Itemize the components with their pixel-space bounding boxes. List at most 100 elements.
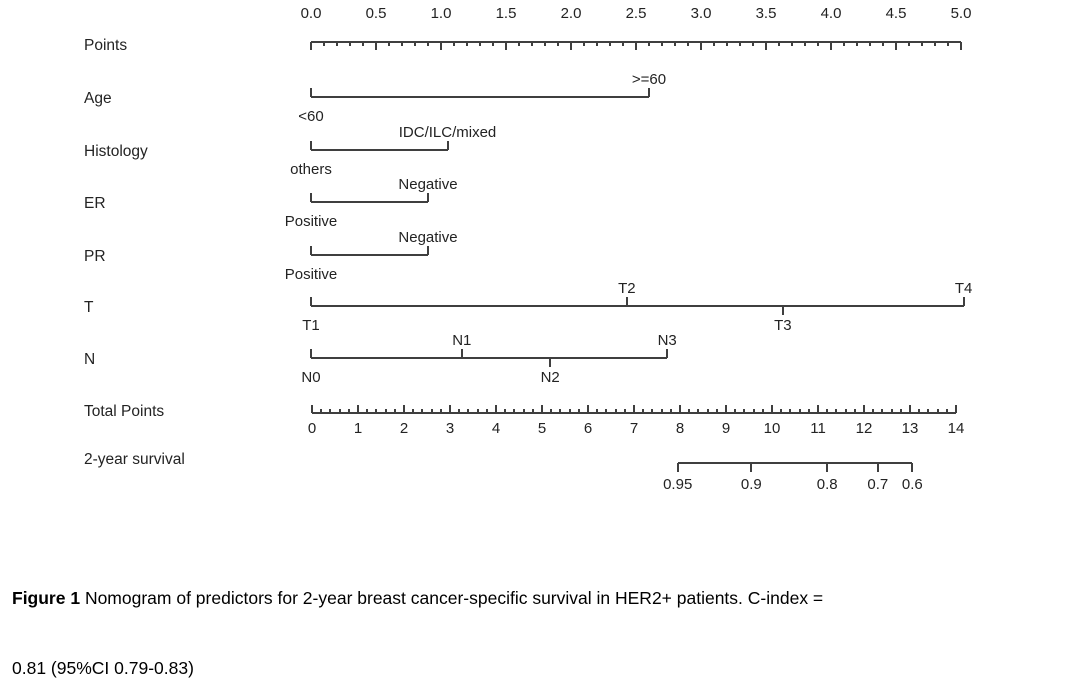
total-points-minor-tick-16: [458, 409, 461, 413]
total-points-major-tick-14: [955, 405, 957, 413]
points-axis-minor-tick-24: [622, 42, 624, 46]
points-axis-minor-tick-46: [908, 42, 910, 46]
points-axis-major-tick-2-0: [570, 42, 572, 50]
survival-tick-0-9: [750, 463, 753, 472]
points-axis-minor-tick-38: [804, 42, 806, 46]
row-label-points: Points: [84, 37, 128, 54]
points-axis-tick-label-3-0: 3.0: [690, 5, 712, 22]
row-label-er: ER: [84, 195, 106, 212]
points-axis-minor-tick-6: [388, 42, 390, 46]
total-points-tick-label-12: 12: [855, 420, 873, 437]
points-axis-minor-tick-26: [648, 42, 650, 46]
survival-tick-0-7: [876, 463, 879, 472]
points-axis-tick-label-2-0: 2.0: [560, 5, 582, 22]
points-axis-minor-tick-14: [492, 42, 494, 46]
pr-tick-positive: [310, 246, 312, 255]
total-points-minor-tick-22: [513, 409, 516, 413]
points-axis-tick-label-2-5: 2.5: [625, 5, 647, 22]
points-axis-tick-label-1-5: 1.5: [495, 5, 517, 22]
age-tick-label-60: <60: [298, 108, 324, 125]
total-points-minor-tick-67: [927, 409, 930, 413]
total-points-minor-tick-52: [789, 409, 792, 413]
total-points-minor-tick-69: [945, 409, 948, 413]
total-points-minor-tick-13: [430, 409, 433, 413]
total-points-major-tick-2: [403, 405, 405, 413]
t-tick-label-t2: T2: [618, 280, 636, 297]
total-points-axis-line: [312, 412, 956, 414]
total-points-tick-label-3: 3: [445, 420, 455, 437]
total-points-tick-label-1: 1: [353, 420, 363, 437]
histology-line: [311, 149, 448, 151]
pr-line: [311, 254, 428, 256]
points-axis-tick-label-5-0: 5.0: [950, 5, 972, 22]
total-points-minor-tick-11: [412, 409, 415, 413]
points-axis-tick-label-0-0: 0.0: [300, 5, 322, 22]
points-axis-tick-label-3-5: 3.5: [755, 5, 777, 22]
total-points-minor-tick-3: [338, 409, 341, 413]
total-points-minor-tick-61: [872, 409, 875, 413]
n-tick-label-n1: N1: [452, 332, 472, 349]
total-points-minor-tick-4: [347, 409, 350, 413]
total-points-major-tick-12: [863, 405, 865, 413]
total-points-major-tick-10: [771, 405, 773, 413]
points-axis-tick-label-4-5: 4.5: [885, 5, 907, 22]
caption-line-2: 0.81 (95%CI 0.79-0.83): [12, 658, 194, 678]
row-label-t: T: [84, 299, 94, 316]
row-label-2-year-survival: 2-year survival: [84, 451, 185, 468]
total-points-minor-tick-43: [706, 409, 709, 413]
total-points-minor-tick-46: [734, 409, 737, 413]
total-points-minor-tick-51: [780, 409, 783, 413]
total-points-minor-tick-63: [890, 409, 893, 413]
points-axis-minor-tick-2: [336, 42, 338, 46]
points-axis-minor-tick-21: [583, 42, 585, 46]
total-points-minor-tick-41: [688, 409, 691, 413]
survival-axis-line: [677, 462, 913, 464]
total-points-minor-tick-57: [835, 409, 838, 413]
points-axis-minor-tick-44: [882, 42, 884, 46]
er-tick-label-negative: Negative: [398, 176, 458, 193]
histology-tick-label-others: others: [290, 161, 332, 178]
points-axis-minor-tick-49: [947, 42, 949, 46]
total-points-minor-tick-33: [614, 409, 617, 413]
n-tick-n3: [666, 349, 669, 358]
points-axis-minor-tick-39: [817, 42, 819, 46]
figure-number-label: Figure 1: [12, 588, 81, 608]
total-points-major-tick-6: [587, 405, 589, 413]
points-axis-major-tick-4-5: [895, 42, 897, 50]
total-points-minor-tick-59: [853, 409, 856, 413]
points-axis-minor-tick-48: [934, 42, 936, 46]
total-points-minor-tick-66: [918, 409, 921, 413]
total-points-minor-tick-28: [568, 409, 571, 413]
total-points-major-tick-4: [495, 405, 497, 413]
total-points-minor-tick-44: [715, 409, 718, 413]
total-points-minor-tick-56: [826, 409, 829, 413]
total-points-major-tick-8: [679, 405, 681, 413]
points-axis-major-tick-1-0: [440, 42, 442, 50]
total-points-tick-label-11: 11: [810, 420, 826, 437]
er-tick-negative: [427, 193, 429, 202]
points-axis-minor-tick-1: [323, 42, 325, 46]
total-points-tick-label-7: 7: [629, 420, 639, 437]
points-axis-minor-tick-37: [791, 42, 793, 46]
total-points-minor-tick-27: [559, 409, 562, 413]
total-points-minor-tick-19: [485, 409, 488, 413]
total-points-major-tick-5: [541, 405, 543, 413]
points-axis-minor-tick-12: [466, 42, 468, 46]
total-points-minor-tick-42: [697, 409, 700, 413]
points-axis-minor-tick-42: [856, 42, 858, 46]
pr-tick-label-negative: Negative: [398, 229, 458, 246]
total-points-minor-tick-7: [375, 409, 378, 413]
points-axis-minor-tick-34: [752, 42, 754, 46]
row-label-age: Age: [84, 90, 112, 107]
survival-tick-0-6: [911, 463, 914, 472]
histology-tick-label-idc-ilc-mixed: IDC/ILC/mixed: [398, 124, 497, 141]
t-line: [311, 305, 964, 307]
points-axis-minor-tick-43: [869, 42, 871, 46]
points-axis-major-tick-2-5: [635, 42, 637, 50]
er-line: [311, 201, 428, 203]
points-axis-minor-tick-7: [401, 42, 403, 46]
points-axis-major-tick-3-5: [765, 42, 767, 50]
total-points-minor-tick-39: [669, 409, 672, 413]
total-points-tick-label-10: 10: [763, 420, 781, 437]
t-tick-t3: [781, 306, 784, 315]
